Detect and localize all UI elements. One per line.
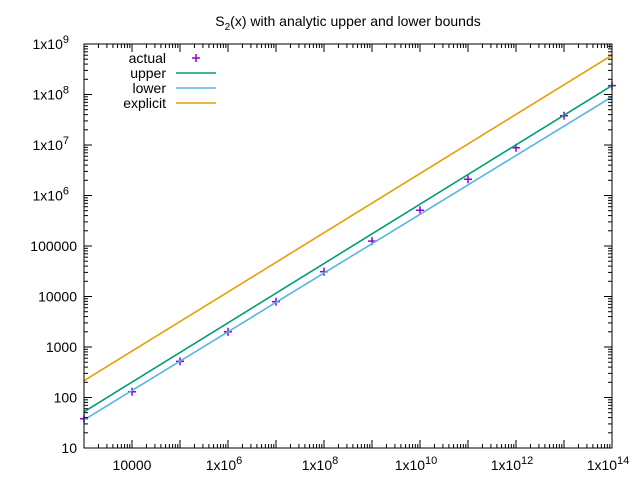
x-tick-label-exponent: 14 [617,455,629,467]
legend-label: lower [133,80,167,96]
x-tick-label-mantissa: 1x10 [491,457,522,473]
legend-label: actual [129,50,166,66]
x-tick-label-mantissa: 1x10 [587,457,618,473]
y-tick-label: 1x106 [33,186,69,204]
y-tick-label-exponent: 8 [63,85,69,97]
y-tick-label-mantissa: 1x10 [33,36,64,52]
legend-entry-actual: actual [129,50,200,66]
x-tick-label: 1x106 [206,455,242,473]
x-tick-label-mantissa: 1x10 [302,457,333,473]
y-tick-label: 1x108 [33,85,69,103]
x-tick-label-mantissa: 10000 [113,457,152,473]
legend-entry-explicit: explicit [123,95,216,111]
x-tick-label: 10000 [113,457,152,473]
series-lower-line [83,96,613,421]
x-tick-label: 1x1014 [587,455,630,473]
x-tick-label-exponent: 12 [521,455,533,467]
y-tick-label: 1x107 [33,135,69,153]
y-tick-label: 100000 [30,238,77,254]
y-tick-label-exponent: 9 [63,34,69,46]
y-tick-label: 1000 [46,339,77,355]
y-tick-label-mantissa: 100000 [30,238,77,254]
legend-entry-lower: lower [133,80,216,96]
axes: 10000 1x106 1x108 1x1010 1x1012 1x10141010010… [30,34,629,473]
y-tick-label-mantissa: 100 [54,390,78,406]
x-tick-label-exponent: 6 [236,455,242,467]
x-tick-label-exponent: 10 [425,455,437,467]
x-tick-label: 1x108 [302,455,338,473]
x-tick-label: 1x1012 [491,455,534,473]
y-tick-label: 1x109 [33,34,69,52]
y-tick-label-mantissa: 10 [61,440,77,456]
y-tick-label: 10 [61,440,77,456]
y-tick-label-mantissa: 1x10 [33,188,64,204]
y-tick-label: 100 [54,390,78,406]
y-tick-label-mantissa: 1x10 [33,137,64,153]
y-tick-label: 10000 [38,289,77,305]
y-tick-label-mantissa: 1x10 [33,87,64,103]
chart-title: S2(x) with analytic upper and lower boun… [215,13,480,33]
legend-label: explicit [123,95,166,111]
series-actual-point [464,175,472,184]
y-tick-label-exponent: 7 [63,135,69,147]
y-tick-label-exponent: 6 [63,186,69,198]
x-tick-label-exponent: 8 [332,455,338,467]
x-tick-label-mantissa: 1x10 [395,457,426,473]
chart-title-subscript: 2 [225,22,231,33]
chart-title-main: S [215,13,224,29]
y-tick-label-mantissa: 10000 [38,289,77,305]
series-upper-line [83,84,613,413]
x-tick-label: 1x1010 [395,455,438,473]
x-tick-label-mantissa: 1x10 [206,457,237,473]
legend-label: upper [130,65,166,81]
series-explicit-line [83,54,613,382]
series-actual-point [416,206,424,215]
y-tick-label-mantissa: 1000 [46,339,77,355]
legend-entry-upper: upper [130,65,216,81]
chart-title-rest: (x) with analytic upper and lower bounds [230,13,481,29]
